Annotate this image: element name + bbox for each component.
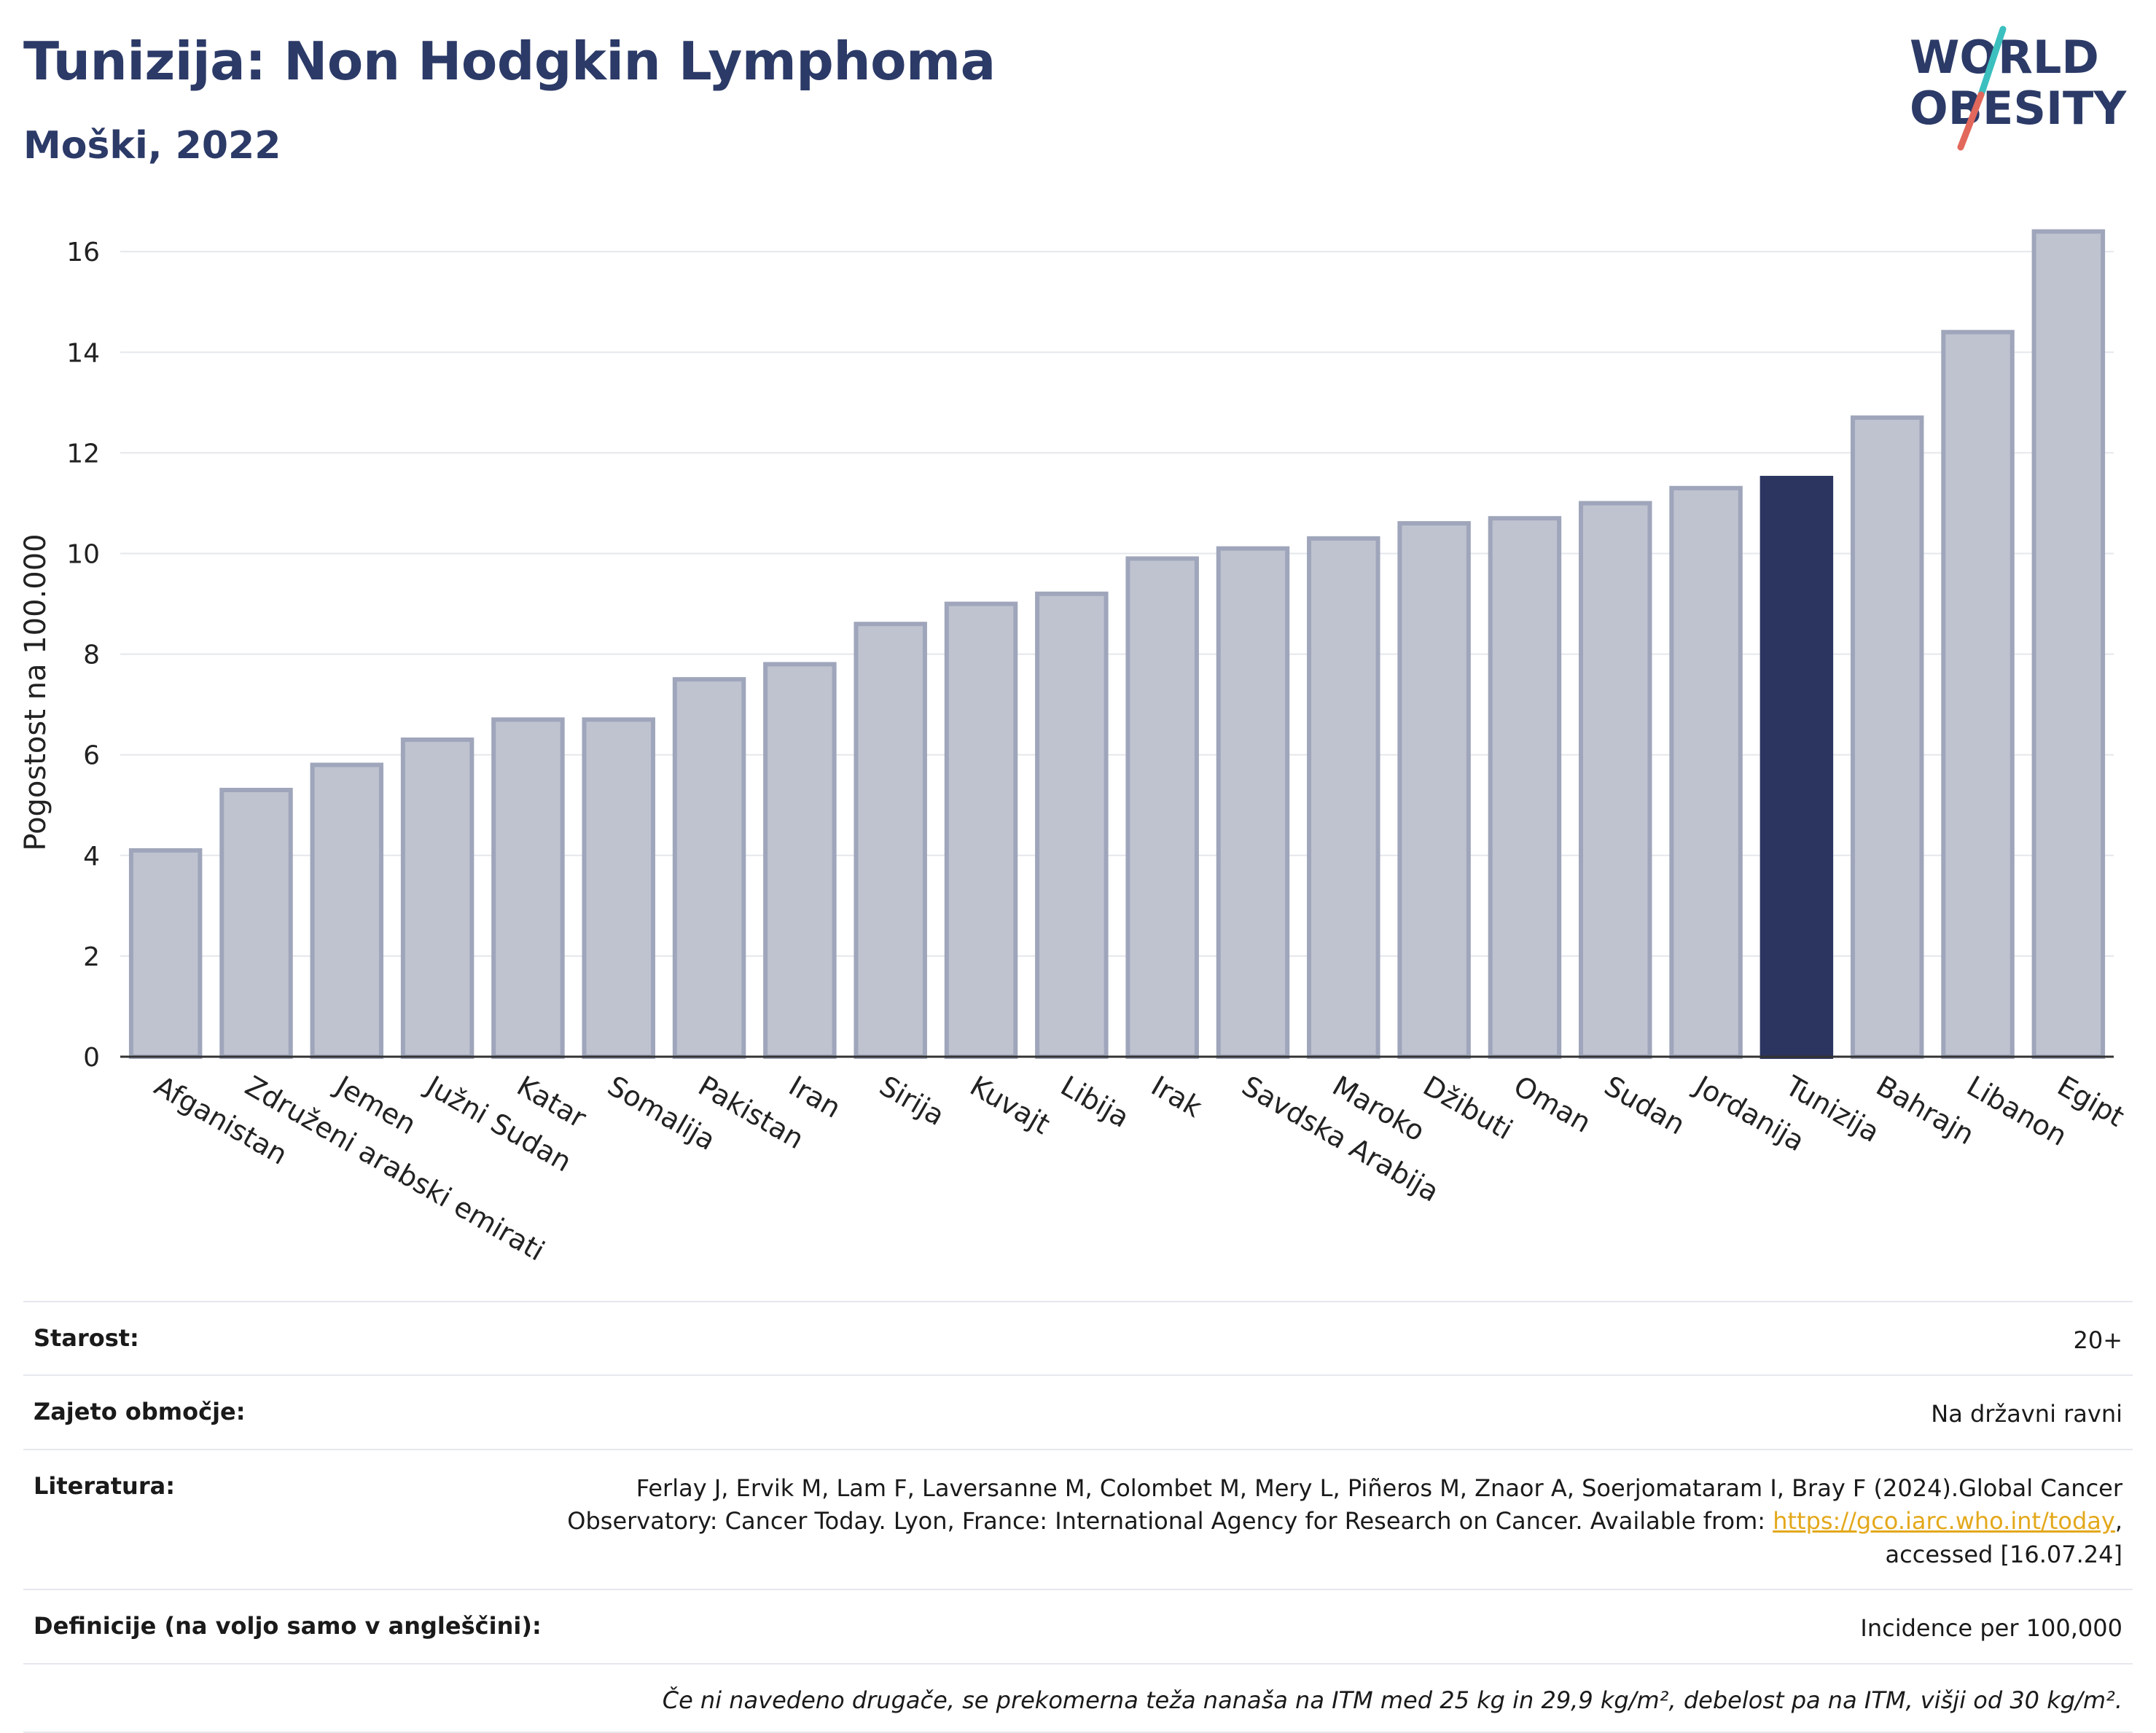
bar bbox=[1399, 523, 1468, 1057]
age-value: 20+ bbox=[2073, 1324, 2122, 1357]
meta-row-note: Če ni navedeno drugače, se prekomerna te… bbox=[23, 1663, 2133, 1733]
bar bbox=[947, 604, 1015, 1057]
bar bbox=[403, 740, 472, 1057]
y-tick-label: 4 bbox=[83, 842, 100, 872]
bar bbox=[131, 850, 200, 1057]
bar bbox=[1581, 503, 1649, 1057]
x-tick-label: Libanon bbox=[1961, 1070, 2072, 1152]
bar bbox=[1037, 594, 1106, 1057]
x-tick-label: Sirija bbox=[874, 1070, 950, 1132]
x-tick-label: Iran bbox=[784, 1070, 846, 1124]
y-tick-label: 16 bbox=[66, 238, 100, 267]
y-axis-title: Pogostost na 100.000 bbox=[19, 533, 52, 850]
x-tick-label: Kuvajt bbox=[965, 1070, 1055, 1141]
bar bbox=[1671, 488, 1740, 1057]
bar bbox=[1309, 539, 1378, 1057]
x-tick-label: Libija bbox=[1055, 1070, 1135, 1134]
y-axis-ticks: 0 2 4 6 8 10 12 14 16 bbox=[66, 238, 100, 1073]
y-tick-label: 12 bbox=[66, 439, 100, 469]
bar bbox=[765, 664, 834, 1057]
y-tick-label: 10 bbox=[66, 540, 100, 570]
definitions-label: Definicije (na voljo samo v angleščini): bbox=[34, 1612, 542, 1640]
bar bbox=[1128, 558, 1196, 1057]
meta-row-literature: Literatura: Ferlay J, Ervik M, Lam F, La… bbox=[23, 1449, 2133, 1589]
metadata-table: Starost: 20+ Zajeto območje: Na državni … bbox=[23, 1301, 2133, 1733]
bar bbox=[313, 765, 381, 1057]
bar bbox=[222, 790, 290, 1057]
bar bbox=[1943, 332, 2012, 1057]
bar bbox=[585, 719, 653, 1057]
y-tick-label: 8 bbox=[83, 641, 100, 670]
bars bbox=[131, 232, 2103, 1057]
y-tick-label: 0 bbox=[83, 1043, 100, 1073]
meta-row-age: Starost: 20+ bbox=[23, 1301, 2133, 1374]
x-tick-label: Bahrajn bbox=[1871, 1070, 1980, 1151]
bar bbox=[1853, 418, 1921, 1057]
area-label: Zajeto območje: bbox=[34, 1398, 246, 1425]
bar bbox=[493, 719, 562, 1057]
y-tick-label: 14 bbox=[66, 338, 100, 368]
area-value: Na državni ravni bbox=[1931, 1398, 2122, 1431]
age-label: Starost: bbox=[34, 1324, 139, 1352]
meta-row-area: Zajeto območje: Na državni ravni bbox=[23, 1374, 2133, 1448]
literature-label: Literatura: bbox=[34, 1472, 175, 1500]
y-tick-label: 6 bbox=[83, 741, 100, 771]
x-tick-label: Oman bbox=[1508, 1070, 1596, 1139]
x-tick-label: Irak bbox=[1146, 1070, 1207, 1124]
x-tick-label: Džibuti bbox=[1418, 1070, 1518, 1146]
bar bbox=[1219, 549, 1287, 1057]
x-tick-label: Sudan bbox=[1599, 1070, 1691, 1141]
bar bbox=[2034, 232, 2103, 1057]
meta-row-definitions: Definicije (na voljo samo v angleščini):… bbox=[23, 1589, 2133, 1662]
literature-value: Ferlay J, Ervik M, Lam F, Laversanne M, … bbox=[555, 1472, 2122, 1571]
bar bbox=[1491, 518, 1559, 1057]
bar-highlighted bbox=[1762, 478, 1831, 1057]
definitions-value: Incidence per 100,000 bbox=[1860, 1612, 2122, 1645]
y-tick-label: 2 bbox=[83, 942, 100, 972]
literature-link[interactable]: https://gco.iarc.who.int/today bbox=[1773, 1507, 2115, 1535]
bar bbox=[856, 624, 924, 1057]
definitions-note: Če ni navedeno drugače, se prekomerna te… bbox=[34, 1686, 2122, 1714]
bar bbox=[675, 679, 743, 1057]
